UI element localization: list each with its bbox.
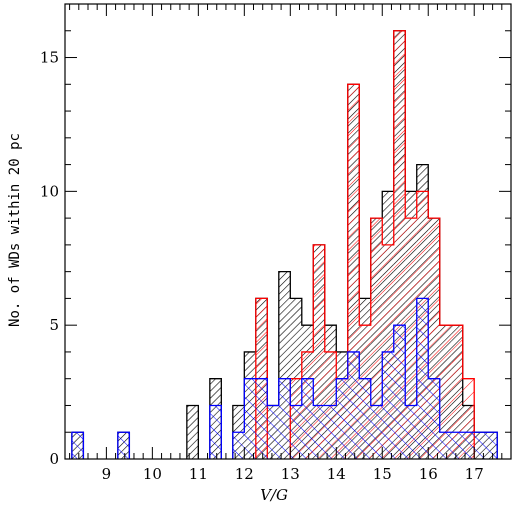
x-tick-label: 13 (281, 465, 300, 483)
hist-bar-blue (485, 432, 498, 459)
hist-bar-blue (382, 351, 394, 459)
hist-bar-blue (290, 405, 302, 459)
hist-bar-red (405, 218, 417, 459)
y-tick-label: 5 (49, 316, 59, 334)
hist-bar-red (347, 84, 360, 459)
hist-bar-blue (244, 378, 256, 459)
x-tick-label: 15 (373, 465, 392, 483)
hist-bar-blue (255, 378, 268, 459)
x-tick-label: 12 (235, 465, 254, 483)
bars-layer (71, 30, 498, 459)
x-tick-label: 9 (102, 465, 112, 483)
hist-bar-blue (232, 432, 245, 459)
y-tick-label: 15 (40, 49, 59, 67)
hist-bar-red (393, 30, 406, 459)
x-tick-label: 14 (327, 465, 346, 483)
hist-bar-blue (209, 405, 222, 459)
hist-bar-blue (405, 405, 417, 459)
x-tick-label: 16 (419, 465, 438, 483)
hist-bar-blue (267, 405, 279, 459)
hist-bar-blue (474, 432, 486, 459)
hist-bar-blue (71, 432, 84, 459)
x-tick-label: 17 (465, 465, 484, 483)
hist-bar-red (428, 218, 440, 459)
hist-bar-blue (462, 432, 475, 459)
hist-bar-blue (370, 405, 383, 459)
y-tick-label: 0 (49, 450, 59, 468)
y-axis-label: No. of WDs within 20 pc (7, 133, 23, 327)
y-tick-label: 10 (40, 182, 59, 200)
hist-bar-blue (313, 405, 325, 459)
plot-frame (64, 3, 512, 460)
hist-bar-red (462, 378, 475, 459)
hist-bar-blue (324, 405, 337, 459)
hist-bar-blue (393, 325, 406, 459)
hist-bar-red (451, 325, 463, 459)
hist-bar-black (278, 271, 291, 459)
hist-bar-red (370, 218, 383, 459)
hist-bar-blue (117, 432, 130, 459)
series-blue (71, 297, 498, 459)
hist-bar-blue (336, 378, 348, 459)
hist-bar-blue (347, 351, 360, 459)
hist-bar-blue (301, 378, 314, 459)
hist-bar-red (439, 325, 452, 459)
hist-bar-blue (416, 298, 429, 459)
axes-layer: 9 10 11 12 13 14 15 16 17 0 5 10 15 (40, 3, 512, 483)
hist-bar-red (313, 244, 325, 459)
x-axis-label: V/G (260, 486, 288, 504)
hist-bar-black (186, 405, 199, 459)
hist-outline-blue (71, 297, 498, 459)
hist-bar-blue (278, 378, 291, 459)
hist-bar-blue (359, 378, 371, 459)
x-tick-label: 10 (143, 465, 162, 483)
hist-bar-blue (428, 378, 440, 459)
x-tick-label: 11 (189, 465, 208, 483)
hist-bar-blue (439, 432, 452, 459)
hist-bar-blue (451, 432, 463, 459)
